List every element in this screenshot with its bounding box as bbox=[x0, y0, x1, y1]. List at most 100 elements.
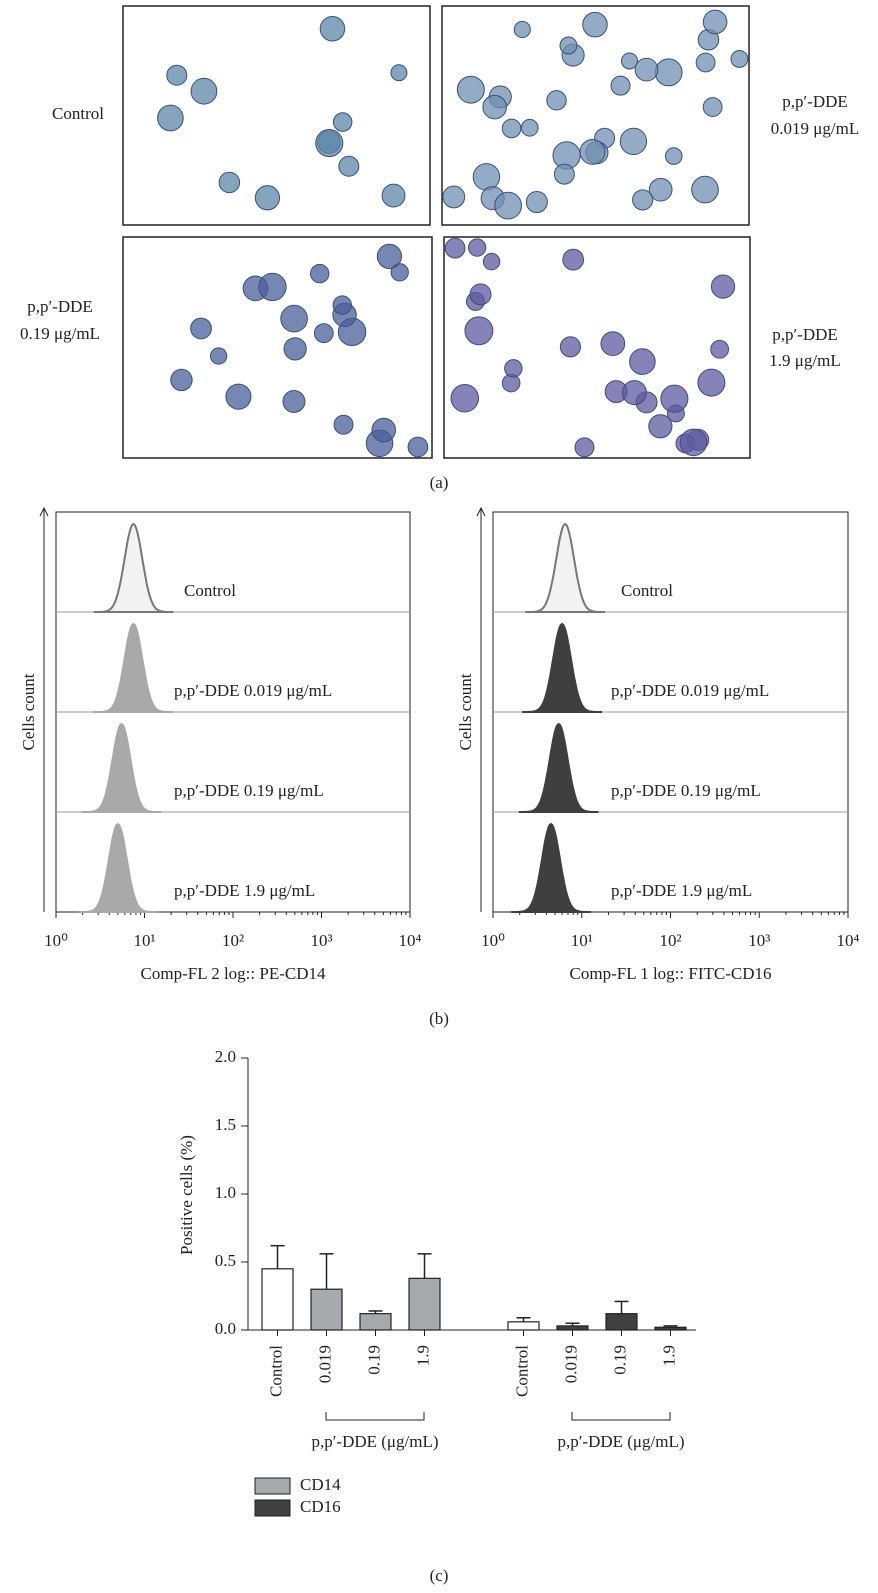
cell bbox=[333, 414, 354, 435]
cell bbox=[730, 49, 749, 68]
legend-swatch bbox=[254, 1499, 291, 1517]
image-label: 0.19 μg/mL bbox=[20, 324, 100, 343]
y-axis-label: Positive cells (%) bbox=[177, 1135, 196, 1255]
cell bbox=[501, 118, 522, 139]
x-tick-label: 10⁴ bbox=[399, 931, 422, 950]
panel-caption: (c) bbox=[430, 1566, 449, 1585]
cell bbox=[574, 437, 595, 458]
x-tick-label: 0.19 bbox=[610, 1345, 629, 1375]
image-label: 1.9 μg/mL bbox=[769, 351, 840, 370]
x-tick-label: 10³ bbox=[310, 931, 332, 950]
x-tick-label: 0.019 bbox=[561, 1345, 580, 1383]
cell bbox=[610, 75, 631, 96]
bar bbox=[359, 1313, 392, 1331]
cell bbox=[282, 390, 306, 414]
histogram bbox=[78, 822, 158, 913]
cell bbox=[332, 295, 352, 315]
legend-label: CD14 bbox=[300, 1475, 341, 1494]
x-tick-label: Control bbox=[266, 1345, 285, 1397]
y-tick-label: 1.5 bbox=[215, 1115, 236, 1134]
cell bbox=[559, 36, 578, 55]
series-label: p,p′-DDE 1.9 μg/mL bbox=[174, 881, 315, 900]
cell bbox=[456, 75, 485, 104]
cell bbox=[654, 58, 683, 87]
x-tick-label: 0.19 bbox=[364, 1345, 383, 1375]
bar bbox=[654, 1326, 687, 1331]
histogram bbox=[93, 522, 174, 613]
panel-caption: (b) bbox=[429, 1009, 449, 1028]
bracket bbox=[571, 1412, 671, 1421]
y-tick-label: 0.0 bbox=[215, 1319, 236, 1338]
cell bbox=[702, 9, 728, 35]
cell bbox=[600, 331, 626, 357]
series-label: p,p′-DDE 0.019 μg/mL bbox=[174, 681, 332, 700]
cell bbox=[467, 238, 487, 257]
cell bbox=[157, 104, 184, 132]
cell bbox=[520, 118, 539, 137]
micrographs bbox=[122, 5, 751, 459]
cell bbox=[319, 15, 346, 42]
image-label: p,p′-DDE bbox=[772, 325, 838, 344]
x-axis-label: Comp-FL 1 log:: FITC-CD16 bbox=[570, 964, 772, 983]
cell bbox=[472, 163, 501, 191]
cell bbox=[648, 414, 673, 439]
cell bbox=[313, 323, 334, 344]
bracket bbox=[325, 1412, 425, 1421]
image-label: p,p′-DDE bbox=[27, 297, 93, 316]
cell bbox=[562, 248, 585, 271]
cell bbox=[283, 337, 307, 361]
arrow-head bbox=[476, 506, 486, 517]
cell bbox=[338, 155, 360, 177]
x-tick-label: 0.019 bbox=[315, 1345, 334, 1383]
cell bbox=[450, 383, 480, 413]
x-tick-label: 10¹ bbox=[571, 931, 593, 950]
series-label: p,p′-DDE 0.19 μg/mL bbox=[611, 781, 761, 800]
histogram bbox=[525, 522, 606, 613]
histogram bbox=[522, 622, 602, 713]
cell bbox=[407, 436, 429, 458]
cell bbox=[664, 147, 683, 165]
cell bbox=[190, 77, 218, 105]
cell bbox=[702, 97, 723, 117]
cell bbox=[553, 163, 575, 185]
cell bbox=[209, 347, 228, 365]
x-tick-label: 1.9 bbox=[413, 1345, 432, 1366]
y-axis-label: Cells count bbox=[456, 673, 475, 750]
cell bbox=[710, 339, 730, 359]
x-tick-label: 10³ bbox=[748, 931, 770, 950]
bar bbox=[507, 1321, 540, 1331]
cell bbox=[469, 283, 492, 306]
cell bbox=[559, 336, 582, 358]
cell bbox=[620, 52, 639, 70]
cell bbox=[332, 112, 353, 132]
bar bbox=[556, 1325, 589, 1331]
cell bbox=[504, 359, 523, 378]
bracket-label: p,p′-DDE (μg/mL) bbox=[311, 1432, 438, 1451]
cell bbox=[310, 263, 330, 284]
cell bbox=[710, 274, 736, 299]
series-label: Control bbox=[621, 581, 673, 600]
cell bbox=[634, 57, 659, 82]
cell bbox=[660, 384, 689, 413]
cell bbox=[170, 368, 193, 392]
cell bbox=[494, 191, 523, 220]
image-label: 0.019 μg/mL bbox=[771, 119, 859, 138]
cell bbox=[579, 138, 606, 165]
cell bbox=[376, 243, 403, 270]
y-tick-label: 0.5 bbox=[215, 1251, 236, 1270]
panel-caption: (a) bbox=[430, 473, 449, 492]
image-label: p,p′-DDE bbox=[782, 92, 848, 111]
x-tick-label: 10⁴ bbox=[837, 931, 860, 950]
cell bbox=[315, 129, 344, 158]
micrograph bbox=[443, 236, 751, 459]
cell bbox=[444, 237, 466, 259]
x-tick-label: 10² bbox=[659, 931, 681, 950]
cell bbox=[190, 317, 212, 340]
y-tick-label: 1.0 bbox=[215, 1183, 236, 1202]
cell bbox=[695, 52, 716, 73]
y-axis-label: Cells count bbox=[19, 673, 38, 750]
x-axis-label: Comp-FL 2 log:: PE-CD14 bbox=[141, 964, 326, 983]
bar bbox=[261, 1268, 294, 1331]
cell bbox=[679, 428, 708, 457]
